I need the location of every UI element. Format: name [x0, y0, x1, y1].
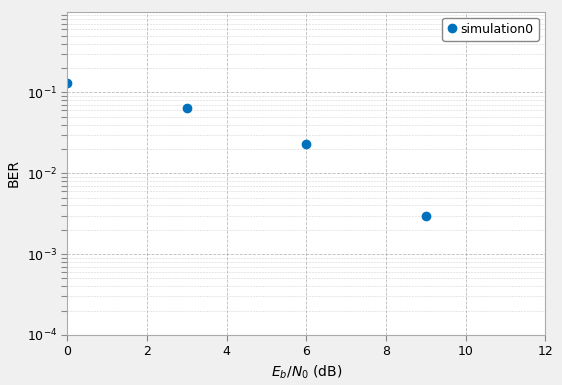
simulation0: [423, 213, 429, 218]
simulation0: [183, 105, 190, 110]
Y-axis label: BER: BER: [7, 159, 21, 187]
X-axis label: $E_b/N_0$ (dB): $E_b/N_0$ (dB): [271, 364, 342, 381]
Line: simulation0: simulation0: [64, 79, 549, 354]
simulation0: [303, 142, 310, 146]
Legend: simulation0: simulation0: [442, 18, 539, 41]
simulation0: [542, 348, 549, 352]
simulation0: [64, 81, 71, 85]
